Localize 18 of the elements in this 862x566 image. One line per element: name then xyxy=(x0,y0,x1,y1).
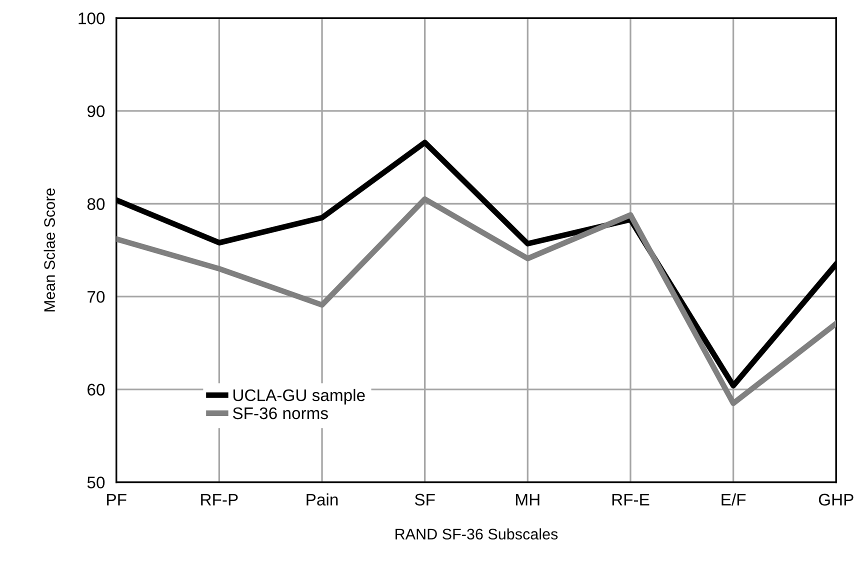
x-tick-label: PF xyxy=(107,494,126,506)
x-tick-label: SF xyxy=(414,494,435,506)
legend-label: SF-36 norms xyxy=(232,407,328,420)
y-tick-label: 70 xyxy=(88,290,105,303)
x-tick-label: GHP xyxy=(818,494,854,506)
x-axis-title: RAND SF-36 Subscales xyxy=(396,528,558,540)
x-tick-label: MH xyxy=(516,494,540,506)
y-tick-label: 90 xyxy=(88,105,105,118)
y-tick-label: 60 xyxy=(88,384,105,396)
legend-label: UCLA-GU sample xyxy=(234,388,365,404)
x-tick-label: Pain xyxy=(306,493,338,506)
x-tick-label: E/F xyxy=(722,493,746,506)
x-tick-label: RF-E xyxy=(612,494,650,506)
y-tick-label: 50 xyxy=(87,476,105,488)
x-tick-label: RF-P xyxy=(201,494,238,506)
y-tick-label: 80 xyxy=(87,198,105,210)
y-tick-label: 100 xyxy=(78,12,105,24)
y-axis-title: Mean Sclae Score xyxy=(44,188,55,312)
